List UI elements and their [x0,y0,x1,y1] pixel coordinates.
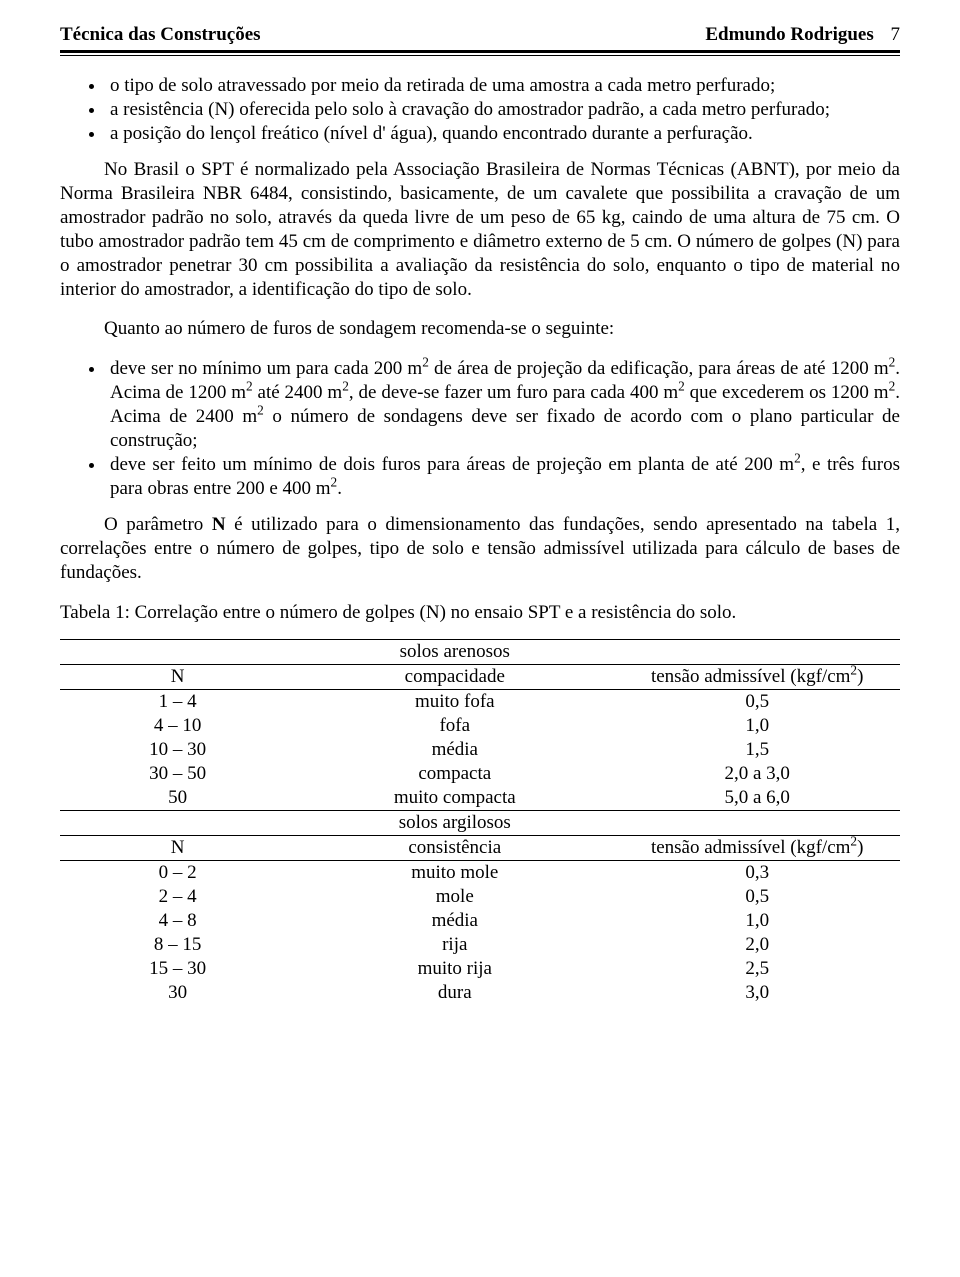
header-rule [60,50,900,56]
table-row: 30 – 50compacta2,0 a 3,0 [60,762,900,786]
paragraph-param-n: O parâmetro N é utilizado para o dimensi… [60,513,900,585]
header-author: Edmundo Rodrigues [705,24,873,45]
table-row: 2 – 4mole0,5 [60,885,900,909]
table-row: 4 – 10fofa1,0 [60,714,900,738]
bullet-list-top: o tipo de solo atravessado por meio da r… [78,74,900,146]
list-item: a posição do lençol freático (nível d' á… [106,122,900,146]
section-argilosos: solos argilosos [295,810,614,835]
table-row: 8 – 15rija2,0 [60,933,900,957]
paragraph-recomenda: Quanto ao número de furos de sondagem re… [60,317,900,341]
table-column-header: N compacidade tensão admissível (kgf/cm2… [60,664,900,689]
table-correlation: solos arenosos N compacidade tensão admi… [60,639,900,1005]
table-row: 10 – 30média1,5 [60,738,900,762]
page: Técnica das Construções Edmundo Rodrigue… [0,0,960,1277]
table-caption: Tabela 1: Correlação entre o número de g… [60,601,900,625]
list-item: o tipo de solo atravessado por meio da r… [106,74,900,98]
list-item: a resistência (N) oferecida pelo solo à … [106,98,900,122]
table-section-header: solos arenosos [60,639,900,664]
bullet-list-mid: deve ser no mínimo um para cada 200 m2 d… [78,357,900,501]
table-row: 50muito compacta5,0 a 6,0 [60,786,900,811]
section-arenosos: solos arenosos [295,639,614,664]
table-row: 1 – 4muito fofa0,5 [60,689,900,714]
table-column-header: N consistência tensão admissível (kgf/cm… [60,835,900,860]
header-left: Técnica das Construções [60,24,705,46]
list-item: deve ser feito um mínimo de dois furos p… [106,453,900,501]
list-item: deve ser no mínimo um para cada 200 m2 d… [106,357,900,453]
header-right: Edmundo Rodrigues 7 [705,24,900,46]
header-page-number: 7 [891,24,901,45]
table-section-header: solos argilosos [60,810,900,835]
table-row: 0 – 2muito mole0,3 [60,860,900,885]
table-row: 4 – 8média1,0 [60,909,900,933]
table-row: 30dura3,0 [60,981,900,1005]
page-header: Técnica das Construções Edmundo Rodrigue… [60,24,900,48]
table-row: 15 – 30muito rija2,5 [60,957,900,981]
paragraph-spt: No Brasil o SPT é normalizado pela Assoc… [60,158,900,302]
